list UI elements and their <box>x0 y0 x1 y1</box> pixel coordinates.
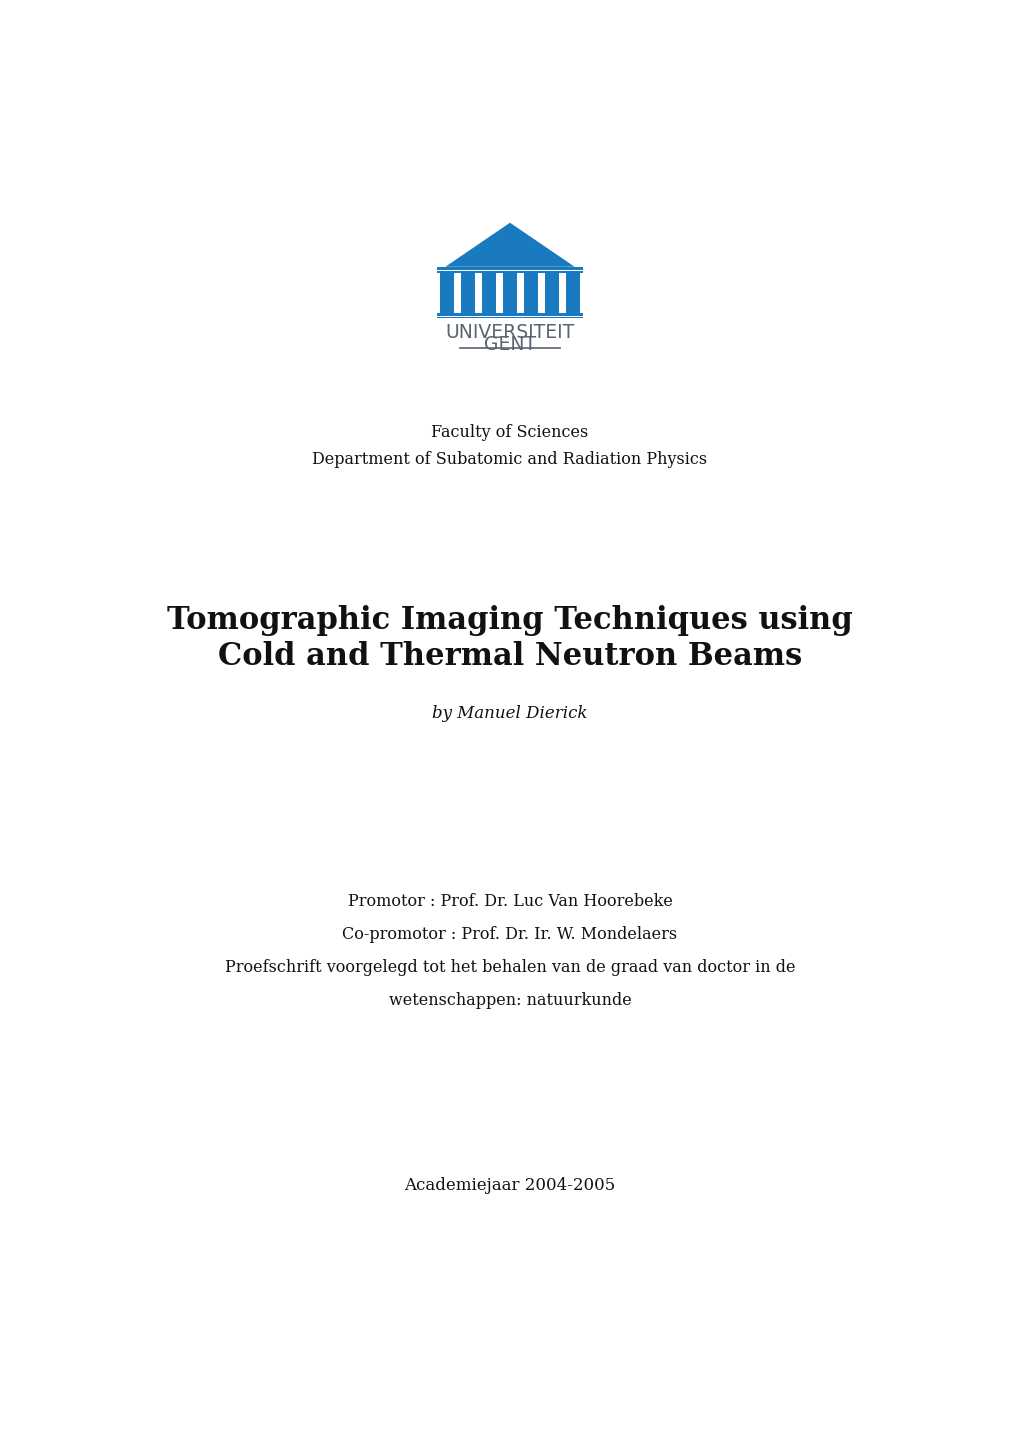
Polygon shape <box>445 222 574 267</box>
Text: GENT: GENT <box>483 335 536 353</box>
Text: Tomographic Imaging Techniques using: Tomographic Imaging Techniques using <box>167 604 852 636</box>
Bar <box>436 271 583 273</box>
Text: UNIVERSITEIT: UNIVERSITEIT <box>445 323 574 342</box>
Bar <box>566 273 580 313</box>
Text: Faculty of Sciences: Faculty of Sciences <box>431 424 588 441</box>
Text: Co-promotor : Prof. Dr. Ir. W. Mondelaers: Co-promotor : Prof. Dr. Ir. W. Mondelaer… <box>342 926 677 943</box>
Bar <box>436 267 583 270</box>
Bar <box>436 313 583 316</box>
Bar <box>461 273 475 313</box>
Text: Promotor : Prof. Dr. Luc Van Hoorebeke: Promotor : Prof. Dr. Luc Van Hoorebeke <box>347 893 672 910</box>
Text: Academiejaar 2004-2005: Academiejaar 2004-2005 <box>404 1177 615 1194</box>
Bar <box>481 273 495 313</box>
Bar <box>524 273 538 313</box>
Text: Proefschrift voorgelegd tot het behalen van de graad van doctor in de: Proefschrift voorgelegd tot het behalen … <box>224 959 795 976</box>
Bar <box>544 273 558 313</box>
Bar <box>439 273 453 313</box>
Bar <box>502 273 517 313</box>
Text: by Manuel Dierick: by Manuel Dierick <box>432 705 587 722</box>
Text: wetenschappen: natuurkunde: wetenschappen: natuurkunde <box>388 992 631 1009</box>
Text: Department of Subatomic and Radiation Physics: Department of Subatomic and Radiation Ph… <box>312 451 707 469</box>
Text: Cold and Thermal Neutron Beams: Cold and Thermal Neutron Beams <box>218 640 801 672</box>
